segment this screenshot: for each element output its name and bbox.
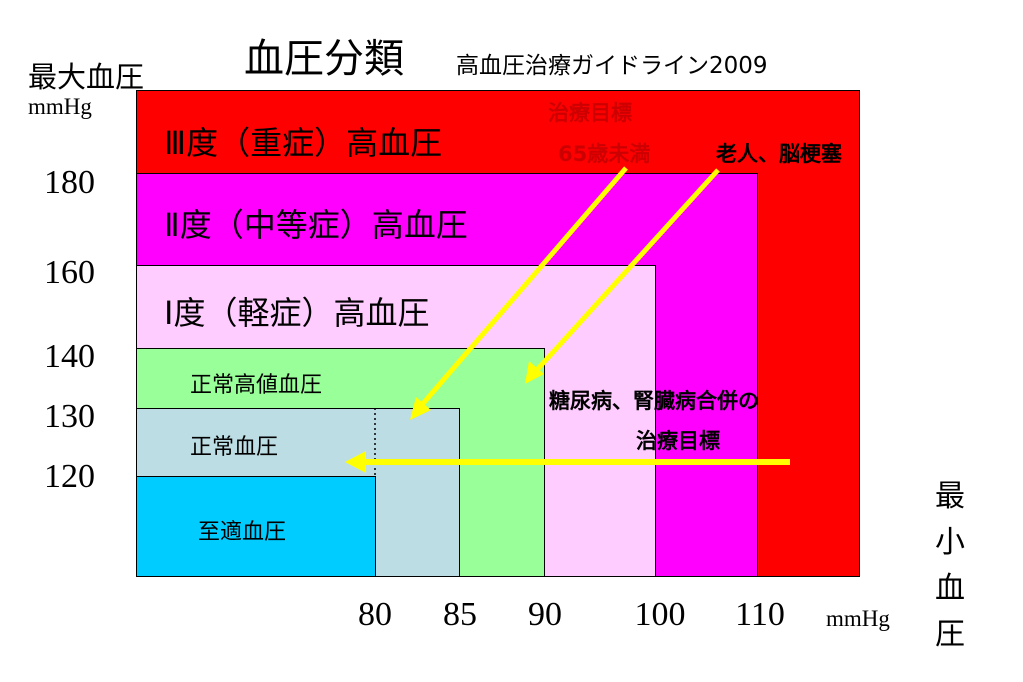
annotation-diabetes-line1: 糖尿病、腎臓病合併の <box>549 389 759 413</box>
x-tick-85: 85 <box>443 596 477 633</box>
arrow-diabetes <box>345 451 790 473</box>
arrow-under65 <box>410 166 628 420</box>
x-tick-90: 90 <box>528 596 562 633</box>
zone-label-high-normal: 正常高値血圧 <box>190 373 323 398</box>
x-tick-100: 100 <box>634 596 686 633</box>
x-axis-label: 最小血圧 <box>935 479 965 652</box>
arrow-elderly <box>525 168 720 384</box>
zone-label-grade1: Ⅰ度（軽症）高血圧 <box>164 294 430 332</box>
x-axis-unit: mmHg <box>826 606 890 631</box>
annotation-diabetes-line2: 治療目標 <box>636 429 720 453</box>
y-tick-130: 130 <box>44 398 95 435</box>
zone-label-normal: 正常血圧 <box>190 435 279 460</box>
y-tick-120: 120 <box>44 458 95 495</box>
x-tick-80: 80 <box>358 596 392 633</box>
y-tick-140: 140 <box>44 338 95 375</box>
page-subtitle: 高血圧治療ガイドライン2009 <box>456 53 768 79</box>
zone-label-grade2: Ⅱ度（中等症）高血圧 <box>164 206 468 244</box>
zone-optimal <box>136 476 376 577</box>
annotation-elderly: 老人、脳梗塞 <box>716 142 842 166</box>
y-tick-180: 180 <box>44 164 95 201</box>
zone-label-grade3: Ⅲ度（重症）高血圧 <box>164 124 443 162</box>
page-title: 血圧分類 <box>244 36 404 82</box>
annotation-target-line1: 治療目標 <box>548 101 632 125</box>
y-tick-160: 160 <box>44 254 95 291</box>
x-tick-110: 110 <box>735 596 785 633</box>
y-axis-label: 最大血圧 <box>28 60 145 94</box>
y-axis-unit: mmHg <box>28 94 92 119</box>
annotation-target-line2: 65歳未満 <box>558 142 651 166</box>
zone-label-optimal: 至適血圧 <box>198 520 287 545</box>
